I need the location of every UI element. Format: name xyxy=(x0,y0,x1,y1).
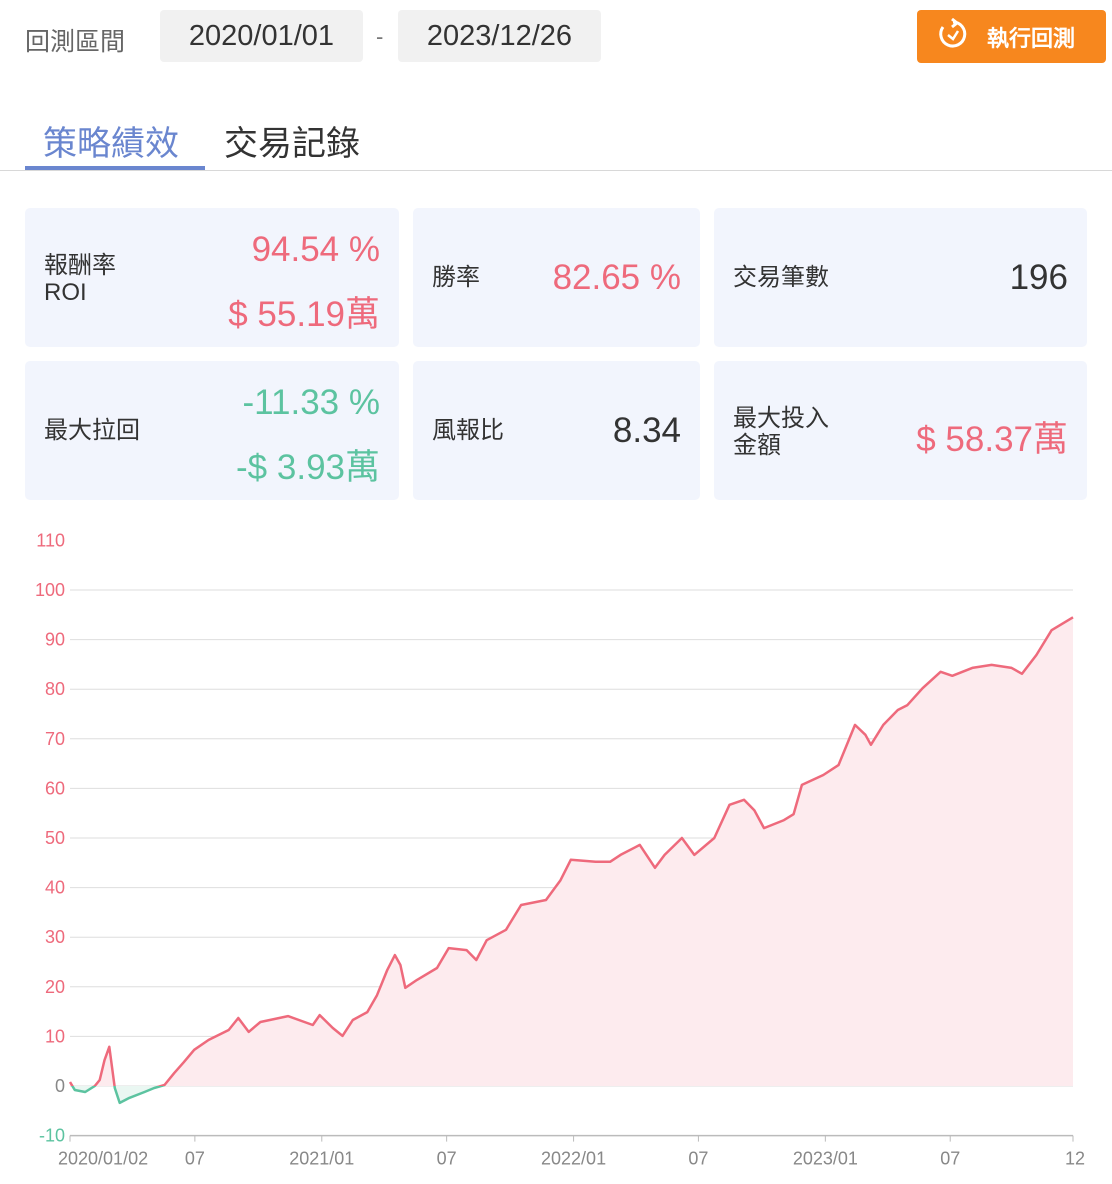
y-tick-label: 60 xyxy=(45,778,65,798)
trade-count-card: 交易筆數 196 xyxy=(714,208,1087,347)
backtest-range-label: 回測區間 xyxy=(25,28,126,56)
x-tick-label: 07 xyxy=(437,1149,457,1169)
win-rate-value: 82.65 % xyxy=(552,258,681,297)
y-tick-label: 50 xyxy=(45,828,65,848)
x-tick-label: 2022/01 xyxy=(541,1149,606,1169)
run-backtest-label: 執行回測 xyxy=(987,25,1076,51)
max-investment-value: $ 58.37萬 xyxy=(916,420,1068,459)
max-drawdown-card: 最大拉回 -11.33 % -$ 3.93萬 xyxy=(25,361,399,500)
y-tick-label: 10 xyxy=(45,1026,65,1046)
max-drawdown-percent: -11.33 % xyxy=(242,383,381,422)
y-tick-label: 20 xyxy=(45,977,65,997)
roi-card: 報酬率 ROI 94.54 % $ 55.19萬 xyxy=(25,208,399,347)
x-tick-label: 2021/01 xyxy=(289,1149,354,1169)
x-tick-label: 12 xyxy=(1065,1149,1085,1169)
run-backtest-button[interactable]: 執行回測 xyxy=(917,10,1106,63)
tab-strategy-performance[interactable]: 策略績效 xyxy=(25,116,205,170)
y-tick-label: 110 xyxy=(36,530,65,550)
end-date-input[interactable]: 2023/12/26 xyxy=(398,10,601,62)
x-tick-label: 07 xyxy=(185,1149,205,1169)
trade-count-value: 196 xyxy=(1009,258,1068,297)
x-tick-label: 07 xyxy=(940,1149,960,1169)
tab-bar: 策略績效 交易記錄 xyxy=(0,110,1112,171)
start-date-input[interactable]: 2020/01/01 xyxy=(160,10,363,62)
max-investment-label: 最大投入 金額 xyxy=(733,405,829,459)
roi-label: 報酬率 ROI xyxy=(44,252,116,306)
y-tick-label: 40 xyxy=(45,878,65,898)
win-rate-card: 勝率 82.65 % xyxy=(413,208,700,347)
trade-count-label: 交易筆數 xyxy=(733,264,829,291)
y-tick-label: 80 xyxy=(45,679,65,699)
y-tick-label: 70 xyxy=(45,729,65,749)
tab-trade-records[interactable]: 交易記錄 xyxy=(224,125,360,163)
x-tick-label: 07 xyxy=(688,1149,708,1169)
roi-percent: 94.54 % xyxy=(251,230,380,269)
positive-area xyxy=(70,617,1073,1086)
y-tick-label: 0 xyxy=(55,1076,65,1096)
risk-reward-value: 8.34 xyxy=(612,411,681,450)
y-tick-label: 30 xyxy=(45,927,65,947)
x-tick-label: 2020/01/02 xyxy=(58,1149,148,1169)
equity-curve-chart: -10 0 10 20 30 40 50 60 70 80 90 100 110 2020/01/02 07… xyxy=(35,530,1085,1169)
y-tick-label: -10 xyxy=(39,1126,65,1146)
win-rate-label: 勝率 xyxy=(432,264,480,291)
equity-line-positive xyxy=(68,616,1074,1086)
y-tick-label: 100 xyxy=(35,580,65,600)
risk-reward-label: 風報比 xyxy=(432,417,504,444)
refresh-icon xyxy=(937,17,969,56)
max-investment-card: 最大投入 金額 $ 58.37萬 xyxy=(714,361,1087,500)
x-tick-label: 2023/01 xyxy=(793,1149,858,1169)
max-drawdown-amount: -$ 3.93萬 xyxy=(236,448,380,487)
roi-amount: $ 55.19萬 xyxy=(228,295,380,334)
date-separator: - xyxy=(376,24,384,49)
risk-reward-card: 風報比 8.34 xyxy=(413,361,700,500)
max-drawdown-label: 最大拉回 xyxy=(44,417,140,444)
y-tick-label: 90 xyxy=(45,630,65,650)
